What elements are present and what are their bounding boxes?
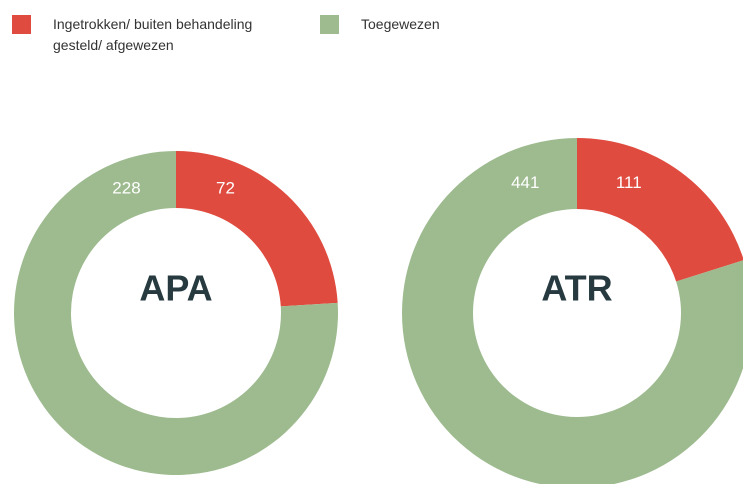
data-label: 72 — [216, 179, 235, 198]
legend-label: Ingetrokken/ buiten behandeling gesteld/… — [53, 16, 253, 53]
legend-swatch — [12, 15, 31, 34]
donut-title: APA — [139, 268, 212, 309]
legend-item: Toegewezen — [320, 14, 440, 35]
donut-slice — [402, 138, 743, 484]
donut-slice — [176, 151, 338, 307]
donut-title: ATR — [541, 268, 612, 309]
legend-swatch — [320, 15, 339, 34]
data-label: 111 — [616, 173, 642, 192]
data-label: 228 — [112, 179, 140, 198]
donut-slice — [13, 151, 338, 475]
legend-item: Ingetrokken/ buiten behandeling gesteld/… — [12, 14, 292, 56]
legend-label: Toegewezen — [361, 16, 440, 32]
donut-slice — [577, 138, 743, 282]
data-label: 441 — [511, 173, 539, 192]
